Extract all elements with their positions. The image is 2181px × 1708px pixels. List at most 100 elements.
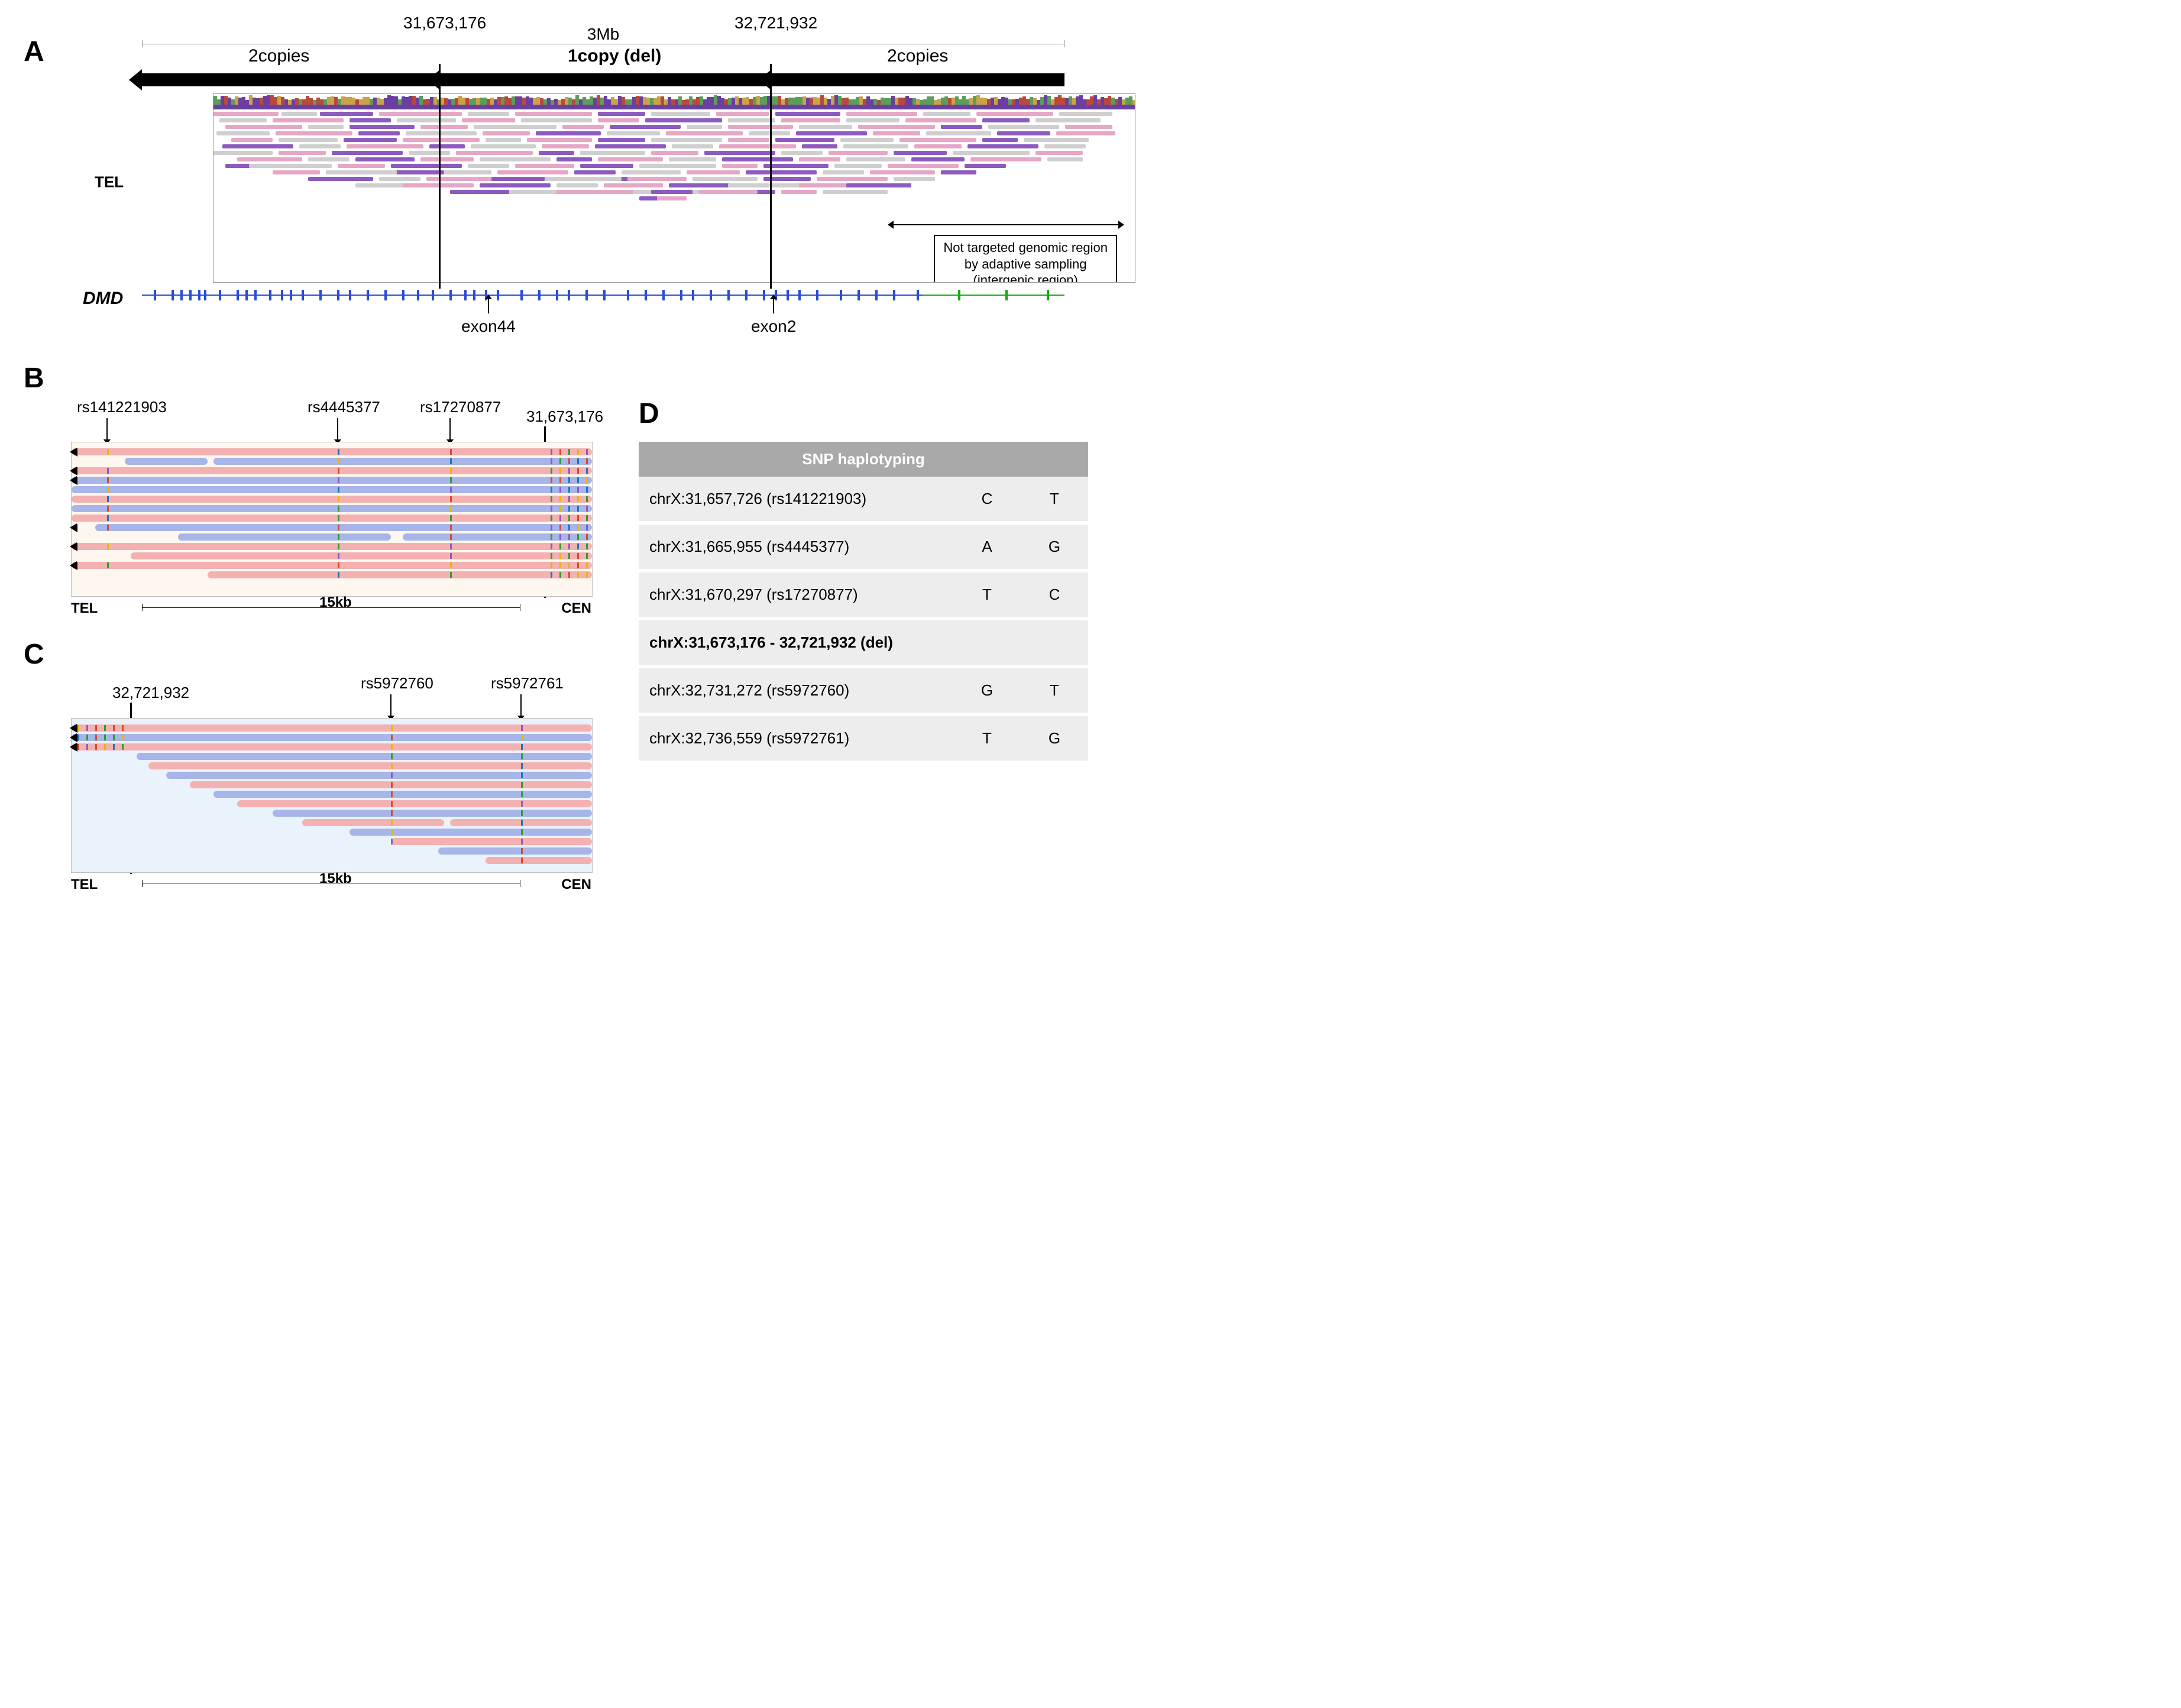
mini-read xyxy=(213,458,592,465)
tel-label: TEL xyxy=(95,173,124,192)
mini-read xyxy=(95,524,592,531)
read xyxy=(213,112,279,116)
snp-label: rs4445377 xyxy=(308,398,380,416)
region-label: 2copies xyxy=(248,46,309,66)
read xyxy=(527,138,592,142)
read xyxy=(347,144,423,148)
marker-icon xyxy=(70,476,77,484)
read xyxy=(580,151,645,155)
read xyxy=(462,118,515,122)
read xyxy=(982,138,1018,142)
read xyxy=(420,125,468,129)
read xyxy=(358,131,400,135)
read xyxy=(997,131,1050,135)
note-line-3: (intergenic region) xyxy=(943,272,1108,283)
table-row: chrX:32,736,559 (rs5972761)TG xyxy=(639,716,1088,761)
read xyxy=(775,138,834,142)
read xyxy=(521,118,592,122)
read xyxy=(556,183,598,187)
read xyxy=(645,118,722,122)
mini-read xyxy=(72,496,592,503)
read xyxy=(403,138,480,142)
read xyxy=(216,131,270,135)
read xyxy=(598,118,639,122)
read xyxy=(870,170,935,174)
snp-arrow xyxy=(449,418,451,439)
read xyxy=(846,157,905,161)
breakpoint-label: 32,721,932 xyxy=(734,14,817,33)
marker-icon xyxy=(70,724,77,732)
region-arrow xyxy=(772,73,1064,86)
read xyxy=(279,138,338,142)
track-container: Not targeted genomic region by adaptive … xyxy=(213,93,1135,283)
snp-label: rs17270877 xyxy=(420,398,501,416)
snp-table: SNP haplotyping chrX:31,657,726 (rs14122… xyxy=(639,442,1088,761)
read xyxy=(308,125,344,129)
read xyxy=(834,164,882,168)
read xyxy=(1036,118,1101,122)
read xyxy=(687,170,740,174)
read xyxy=(823,190,888,194)
note-arrow xyxy=(894,224,1118,225)
read xyxy=(562,190,633,194)
read xyxy=(911,157,965,161)
region-row: 2copies1copy (del)2copies31,673,17632,72… xyxy=(142,64,1064,93)
read xyxy=(719,144,796,148)
breakpoint-label: 31,673,176 xyxy=(403,14,486,33)
read xyxy=(468,164,509,168)
read xyxy=(873,131,920,135)
read xyxy=(858,125,935,129)
mini-read xyxy=(208,571,592,578)
read xyxy=(728,138,769,142)
read xyxy=(669,157,716,161)
region-arrow xyxy=(142,73,438,86)
read xyxy=(480,183,551,187)
snp-arrow xyxy=(337,418,338,439)
read xyxy=(249,164,326,168)
allele-1: A xyxy=(953,525,1021,569)
read xyxy=(299,144,341,148)
read xyxy=(403,183,450,187)
read xyxy=(941,125,982,129)
mini-track-c xyxy=(71,718,593,873)
mini-read xyxy=(450,819,592,826)
kb-label-c: 15kb xyxy=(319,871,352,887)
read xyxy=(273,170,320,174)
read xyxy=(941,170,976,174)
read xyxy=(574,170,616,174)
coverage-band xyxy=(213,94,1135,105)
read xyxy=(722,157,793,161)
read xyxy=(823,170,864,174)
read xyxy=(781,151,823,155)
read xyxy=(222,144,293,148)
note-line-2: by adaptive sampling xyxy=(943,256,1108,273)
panel-a-label: A xyxy=(24,35,44,68)
marker-icon xyxy=(70,523,77,532)
read xyxy=(1059,112,1112,116)
read xyxy=(905,118,976,122)
read xyxy=(899,138,976,142)
read xyxy=(894,151,947,155)
read xyxy=(491,177,545,181)
marker-icon xyxy=(70,467,77,475)
mini-read xyxy=(72,543,592,550)
table-header: SNP haplotyping xyxy=(639,442,1088,477)
read xyxy=(409,151,450,155)
read xyxy=(965,164,1006,168)
gene-track: DMD exon44exon2 xyxy=(142,287,1064,309)
read xyxy=(539,151,574,155)
read xyxy=(355,157,415,161)
read xyxy=(607,131,660,135)
read xyxy=(598,138,645,142)
mini-read xyxy=(72,448,592,455)
read xyxy=(474,125,556,129)
read xyxy=(627,177,663,181)
read xyxy=(536,131,601,135)
read xyxy=(728,183,799,187)
read xyxy=(480,157,551,161)
breakpoint-line xyxy=(770,64,772,289)
read xyxy=(672,144,713,148)
read xyxy=(483,131,530,135)
read xyxy=(1036,151,1083,155)
read xyxy=(279,151,326,155)
